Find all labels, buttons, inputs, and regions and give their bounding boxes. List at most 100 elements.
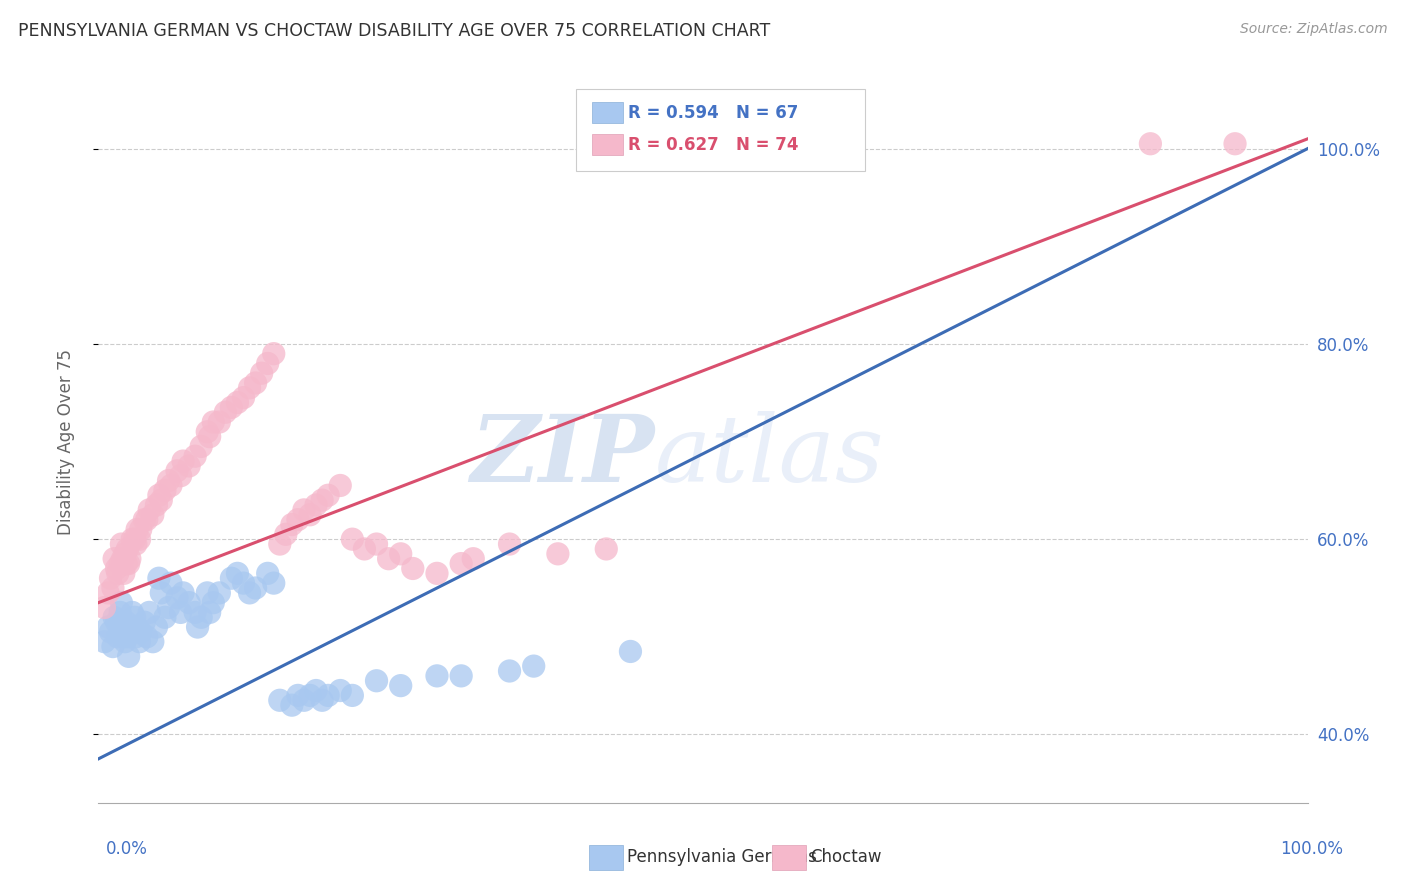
- Point: [103, 610, 125, 624]
- Point: [153, 483, 176, 498]
- Point: [157, 600, 180, 615]
- Point: [150, 493, 173, 508]
- Point: [299, 508, 322, 522]
- Point: [202, 596, 225, 610]
- Point: [166, 464, 188, 478]
- Point: [138, 503, 160, 517]
- Point: [112, 566, 135, 581]
- Point: [190, 610, 212, 624]
- Point: [498, 664, 520, 678]
- Point: [269, 537, 291, 551]
- Point: [221, 571, 243, 585]
- Text: 100.0%: 100.0%: [1279, 840, 1343, 858]
- Point: [263, 576, 285, 591]
- Text: R = 0.594   N = 67: R = 0.594 N = 67: [628, 104, 799, 122]
- Point: [214, 405, 236, 419]
- Point: [377, 551, 399, 566]
- Point: [97, 620, 120, 634]
- Point: [1139, 136, 1161, 151]
- Point: [287, 513, 309, 527]
- Point: [342, 689, 364, 703]
- Point: [127, 523, 149, 537]
- Point: [93, 634, 115, 648]
- Point: [114, 634, 136, 648]
- Point: [389, 547, 412, 561]
- Point: [498, 537, 520, 551]
- Point: [129, 523, 152, 537]
- Point: [245, 376, 267, 390]
- Point: [150, 586, 173, 600]
- Point: [221, 401, 243, 415]
- Point: [169, 606, 191, 620]
- Point: [353, 541, 375, 556]
- Point: [263, 346, 285, 360]
- Point: [187, 620, 209, 634]
- Point: [232, 391, 254, 405]
- Text: R = 0.627   N = 74: R = 0.627 N = 74: [628, 136, 799, 154]
- Point: [108, 557, 131, 571]
- Point: [305, 683, 328, 698]
- Point: [226, 395, 249, 409]
- Point: [153, 610, 176, 624]
- Point: [274, 527, 297, 541]
- Point: [426, 566, 449, 581]
- Text: Source: ZipAtlas.com: Source: ZipAtlas.com: [1240, 22, 1388, 37]
- Point: [101, 581, 124, 595]
- Point: [100, 571, 122, 585]
- Point: [256, 356, 278, 370]
- Text: 0.0%: 0.0%: [105, 840, 148, 858]
- Point: [329, 683, 352, 698]
- Point: [305, 498, 328, 512]
- Point: [160, 478, 183, 492]
- Text: ZIP: ZIP: [471, 411, 655, 501]
- Point: [292, 693, 315, 707]
- Point: [115, 557, 138, 571]
- Point: [101, 640, 124, 654]
- Point: [118, 624, 141, 639]
- Point: [311, 693, 333, 707]
- Point: [595, 541, 617, 556]
- Point: [316, 488, 339, 502]
- Point: [463, 551, 485, 566]
- Point: [198, 430, 221, 444]
- Point: [281, 517, 304, 532]
- Point: [239, 381, 262, 395]
- Point: [142, 634, 165, 648]
- Point: [121, 606, 143, 620]
- Point: [389, 679, 412, 693]
- Point: [316, 689, 339, 703]
- Point: [172, 586, 194, 600]
- Point: [100, 624, 122, 639]
- Point: [148, 488, 170, 502]
- Point: [157, 474, 180, 488]
- Point: [202, 415, 225, 429]
- Point: [311, 493, 333, 508]
- Point: [118, 649, 141, 664]
- Point: [134, 513, 156, 527]
- Point: [287, 689, 309, 703]
- Point: [179, 458, 201, 473]
- Point: [128, 634, 150, 648]
- Point: [208, 415, 231, 429]
- Point: [115, 615, 138, 630]
- Text: Pennsylvania Germans: Pennsylvania Germans: [627, 848, 817, 866]
- Point: [245, 581, 267, 595]
- Point: [117, 541, 139, 556]
- Point: [108, 606, 131, 620]
- Point: [239, 586, 262, 600]
- Point: [107, 566, 129, 581]
- Point: [299, 689, 322, 703]
- Point: [125, 537, 148, 551]
- Point: [118, 557, 141, 571]
- Point: [111, 551, 134, 566]
- Text: Choctaw: Choctaw: [810, 848, 882, 866]
- Y-axis label: Disability Age Over 75: Disability Age Over 75: [56, 349, 75, 534]
- Point: [366, 673, 388, 688]
- Point: [232, 576, 254, 591]
- Point: [111, 620, 134, 634]
- Point: [110, 596, 132, 610]
- Point: [148, 571, 170, 585]
- Point: [145, 620, 167, 634]
- Point: [172, 454, 194, 468]
- Point: [135, 630, 157, 644]
